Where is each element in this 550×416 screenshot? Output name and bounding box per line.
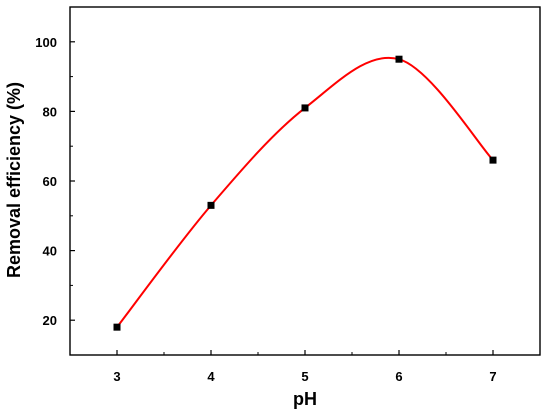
axes-layer bbox=[69, 6, 541, 356]
y-tick-label: 60 bbox=[43, 174, 57, 189]
y-axis-title: Removal efficiency (%) bbox=[4, 82, 24, 278]
fit-curve bbox=[116, 56, 494, 329]
fit-curve-layer bbox=[116, 56, 494, 329]
y-tick-label: 20 bbox=[43, 313, 57, 328]
y-tick-label: 100 bbox=[35, 35, 57, 50]
data-point-layer bbox=[113, 55, 497, 331]
plot-frame bbox=[69, 6, 541, 356]
ticks-layer: 3 4 5 6 7 20 40 60 80 100 bbox=[35, 6, 541, 384]
x-tick-label: 5 bbox=[301, 369, 308, 384]
y-tick-label: 80 bbox=[43, 104, 57, 119]
x-tick-label: 6 bbox=[395, 369, 402, 384]
data-point bbox=[395, 55, 403, 63]
x-axis-title: pH bbox=[293, 389, 317, 409]
y-tick-label: 40 bbox=[43, 244, 57, 259]
data-point bbox=[301, 104, 309, 112]
x-tick-label: 7 bbox=[489, 369, 496, 384]
x-tick-label: 4 bbox=[207, 369, 215, 384]
data-point bbox=[489, 156, 497, 164]
x-tick-label: 3 bbox=[113, 369, 120, 384]
data-point bbox=[113, 323, 121, 331]
data-point bbox=[207, 201, 215, 209]
